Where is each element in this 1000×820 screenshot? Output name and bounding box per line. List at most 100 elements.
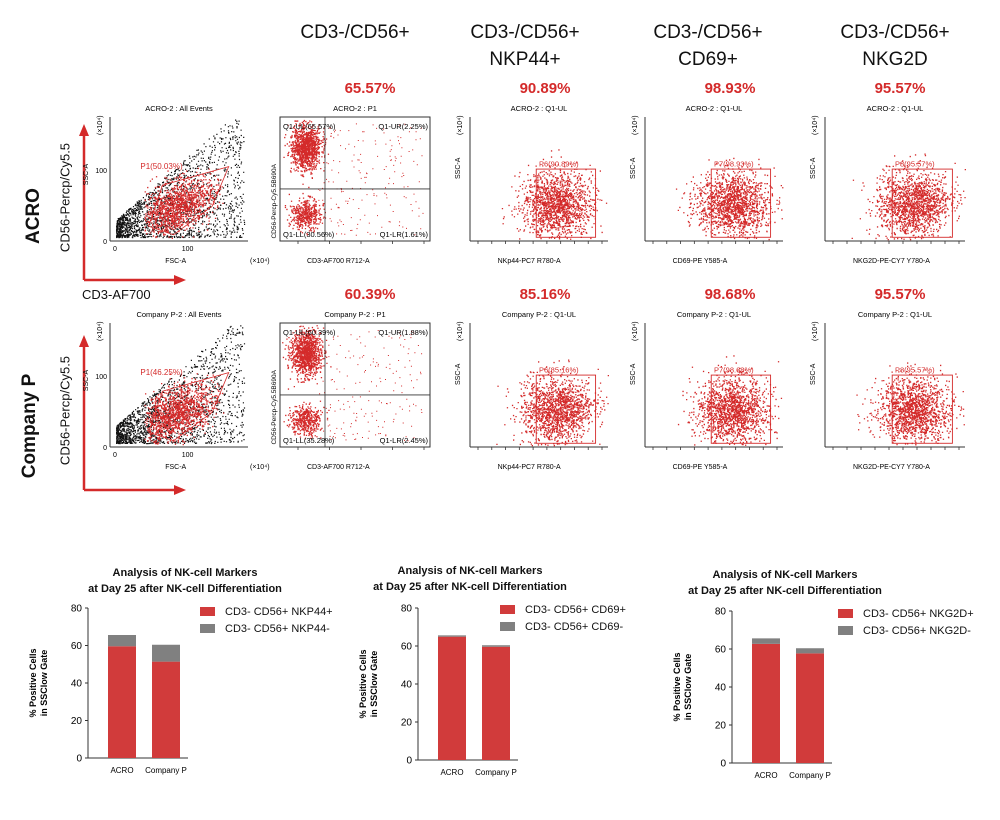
gate-rect: [891, 168, 953, 238]
y-tick-label: 60: [71, 641, 83, 652]
legend-label: CD3- CD56+ NKG2D-: [863, 624, 971, 637]
legend-label: CD3- CD56+ NKP44+: [225, 605, 333, 618]
bar-title-line1: Analysis of NK-cell Markers: [112, 567, 258, 579]
quadrant-lr: Q1-LR(2.45%): [380, 436, 429, 445]
x-scale-label: (×10⁴): [250, 258, 270, 265]
axis-arrows: [79, 124, 186, 495]
bar-positive: [108, 646, 136, 758]
y-tick-100: 100: [95, 168, 107, 175]
y-tick-label: 0: [76, 754, 82, 765]
legend-item: CD3- CD56+ NKP44+: [200, 603, 333, 620]
x-axis-label: NKG2D-PE-CY7 Y780-A: [853, 464, 930, 471]
y-scale-label: (×10⁴): [632, 115, 639, 135]
plot-title: Company P-2 : P1: [324, 310, 385, 319]
flow-plots: ACRO-2 : All Events P1(50.03%) 0 100 0 100 FSC…: [83, 104, 966, 471]
column-header-line2: NKP44+: [489, 49, 561, 70]
y-axis-label: SSC-A: [630, 363, 637, 385]
bar-negative: [796, 648, 824, 654]
legend-swatch-red: [200, 607, 215, 616]
y-tick-label: 60: [401, 642, 413, 653]
y-axis-label: SSC-A: [810, 157, 817, 179]
x-axis-label: CD3-AF700 R712-A: [307, 464, 370, 471]
legend-swatch-gray: [200, 624, 215, 633]
flow-plot-1-1: ACRO-2 : All Events P1(50.03%) 0 100 0 100 FSC…: [83, 104, 270, 265]
y-axis-label: CD56-Percp-Cy5.5B690A: [271, 369, 278, 444]
x-tick-100: 100: [182, 452, 194, 459]
percent-acro-1: 65.57%: [344, 80, 396, 97]
percent-companyp-1: 60.39%: [344, 286, 396, 303]
y-axis-label: SSC-A: [810, 363, 817, 385]
row-xlabel-acro: CD3-AF700: [82, 287, 151, 302]
x-tick-label: ACRO: [110, 766, 133, 775]
y-axis-label: % Positive Cellsin SSClow Gate: [672, 652, 693, 721]
legend-swatch-red: [838, 609, 853, 618]
bar-negative: [438, 635, 466, 637]
x-tick-100: 100: [182, 246, 194, 253]
y-axis-label: SSC-A: [455, 363, 462, 385]
legend-swatch-red: [500, 605, 515, 614]
legend-item: CD3- CD56+ CD69-: [500, 618, 626, 635]
bar-legend-1: CD3- CD56+ NKP44+ CD3- CD56+ NKP44-: [200, 603, 333, 637]
flow-plot-2-5: Company P-2 : Q1-UL P8(95.57%) NKG2D-PE-CY…: [810, 310, 965, 471]
y-axis-label-line2: in SSClow Gate: [39, 650, 49, 717]
y-axis-label-line1: % Positive Cells: [672, 652, 682, 721]
plot-frame: [279, 322, 431, 448]
percent-acro-4: 95.57%: [874, 80, 926, 97]
red-events: [144, 167, 224, 239]
bar-negative: [482, 645, 510, 647]
bar-chart-1: 0 20 40 60 80 ACRO Company P % Positive Cellsin…: [28, 604, 188, 775]
x-axis-label: CD69-PE Y585-A: [673, 464, 728, 471]
bar-title-line2: at Day 25 after NK-cell Differentiation: [88, 583, 282, 595]
gate-label: P6(90.89%): [539, 160, 579, 169]
plot-title: ACRO-2 : Q1-UL: [686, 104, 743, 113]
flow-plot-2-2: Company P-2 : P1 Q1-UL(60.39%) Q1-UR(1.88%…: [271, 310, 431, 471]
x-scale-label: (×10⁴): [250, 464, 270, 471]
legend-label: CD3- CD56+ NKP44-: [225, 622, 330, 635]
legend-label: CD3- CD56+ CD69+: [525, 603, 626, 616]
bar-negative: [152, 644, 180, 662]
percent-companyp-3: 98.68%: [704, 286, 756, 303]
percent-companyp-4: 95.57%: [874, 286, 926, 303]
legend-swatch-gray: [838, 626, 853, 635]
x-tick-label: Company P: [475, 768, 517, 777]
y-tick-label: 80: [715, 607, 727, 618]
quadrant-ll: Q1-LL(30.56%): [283, 230, 335, 239]
y-tick-label: 20: [71, 716, 83, 727]
quadrant-ul: Q1-UL(60.39%): [283, 328, 336, 337]
y-axis-label-line2: in SSClow Gate: [369, 651, 379, 718]
flow-plot-1-2: ACRO-2 : P1 Q1-UL(65.57%) Q1-UR(2.25%) Q1-L…: [271, 104, 431, 265]
red-events: [283, 119, 424, 236]
column-header-line1: CD3-/CD56+: [470, 22, 580, 43]
bar-title-line2: at Day 25 after NK-cell Differentiation: [688, 585, 882, 597]
y-axis-label: SSC-A: [83, 369, 90, 391]
plot-title: ACRO-2 : Q1-UL: [511, 104, 568, 113]
y-scale-label: (×10⁴): [812, 321, 819, 341]
y-scale-label: (×10⁴): [97, 321, 104, 341]
legend-label: CD3- CD56+ CD69-: [525, 620, 624, 633]
bar-title-line1: Analysis of NK-cell Markers: [397, 565, 543, 577]
y-tick-0: 0: [103, 445, 107, 452]
legend-label: CD3- CD56+ NKG2D+: [863, 607, 974, 620]
flow-plot-2-3: Company P-2 : Q1-UL P6(85.16%) NKp44-PC7 R…: [455, 310, 609, 471]
y-scale-label: (×10⁴): [632, 321, 639, 341]
y-scale-label: (×10⁴): [457, 115, 464, 135]
y-tick-label: 80: [71, 604, 83, 615]
bar-title-3: Analysis of NK-cell Markers at Day 25 af…: [660, 567, 910, 599]
legend-swatch-gray: [500, 622, 515, 631]
x-axis-label: CD69-PE Y585-A: [673, 258, 728, 265]
flow-plot-1-4: ACRO-2 : Q1-UL P7(98.93%) CD69-PE Y585-A SS…: [630, 104, 784, 265]
x-tick-label: ACRO: [754, 771, 777, 780]
bar-positive: [752, 643, 780, 763]
y-tick-label: 0: [720, 759, 726, 770]
y-scale-label: (×10⁴): [97, 115, 104, 135]
y-tick-label: 20: [401, 718, 413, 729]
bar-title-2: Analysis of NK-cell Markers at Day 25 af…: [345, 563, 595, 595]
arrow-companyp: [79, 335, 186, 495]
plot-title: ACRO-2 : Q1-UL: [867, 104, 924, 113]
bar-legend-3: CD3- CD56+ NKG2D+ CD3- CD56+ NKG2D-: [838, 605, 974, 639]
gate-rect: [710, 168, 772, 238]
bar-title-line2: at Day 25 after NK-cell Differentiation: [373, 581, 567, 593]
gate-rect: [535, 374, 597, 444]
plot-title: ACRO-2 : P1: [333, 104, 377, 113]
y-axis-label: % Positive Cellsin SSClow Gate: [28, 648, 49, 717]
